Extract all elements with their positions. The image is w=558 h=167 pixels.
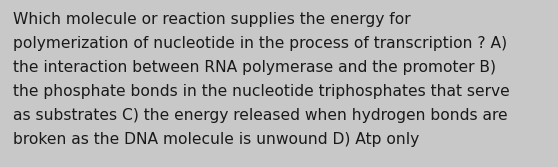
Text: the interaction between RNA polymerase and the promoter B): the interaction between RNA polymerase a… xyxy=(13,60,496,75)
Text: the phosphate bonds in the nucleotide triphosphates that serve: the phosphate bonds in the nucleotide tr… xyxy=(13,84,510,99)
Text: Which molecule or reaction supplies the energy for: Which molecule or reaction supplies the … xyxy=(13,12,411,27)
Text: broken as the DNA molecule is unwound D) Atp only: broken as the DNA molecule is unwound D)… xyxy=(13,132,419,147)
Text: as substrates C) the energy released when hydrogen bonds are: as substrates C) the energy released whe… xyxy=(13,108,508,123)
Text: polymerization of nucleotide in the process of transcription ? A): polymerization of nucleotide in the proc… xyxy=(13,36,507,51)
